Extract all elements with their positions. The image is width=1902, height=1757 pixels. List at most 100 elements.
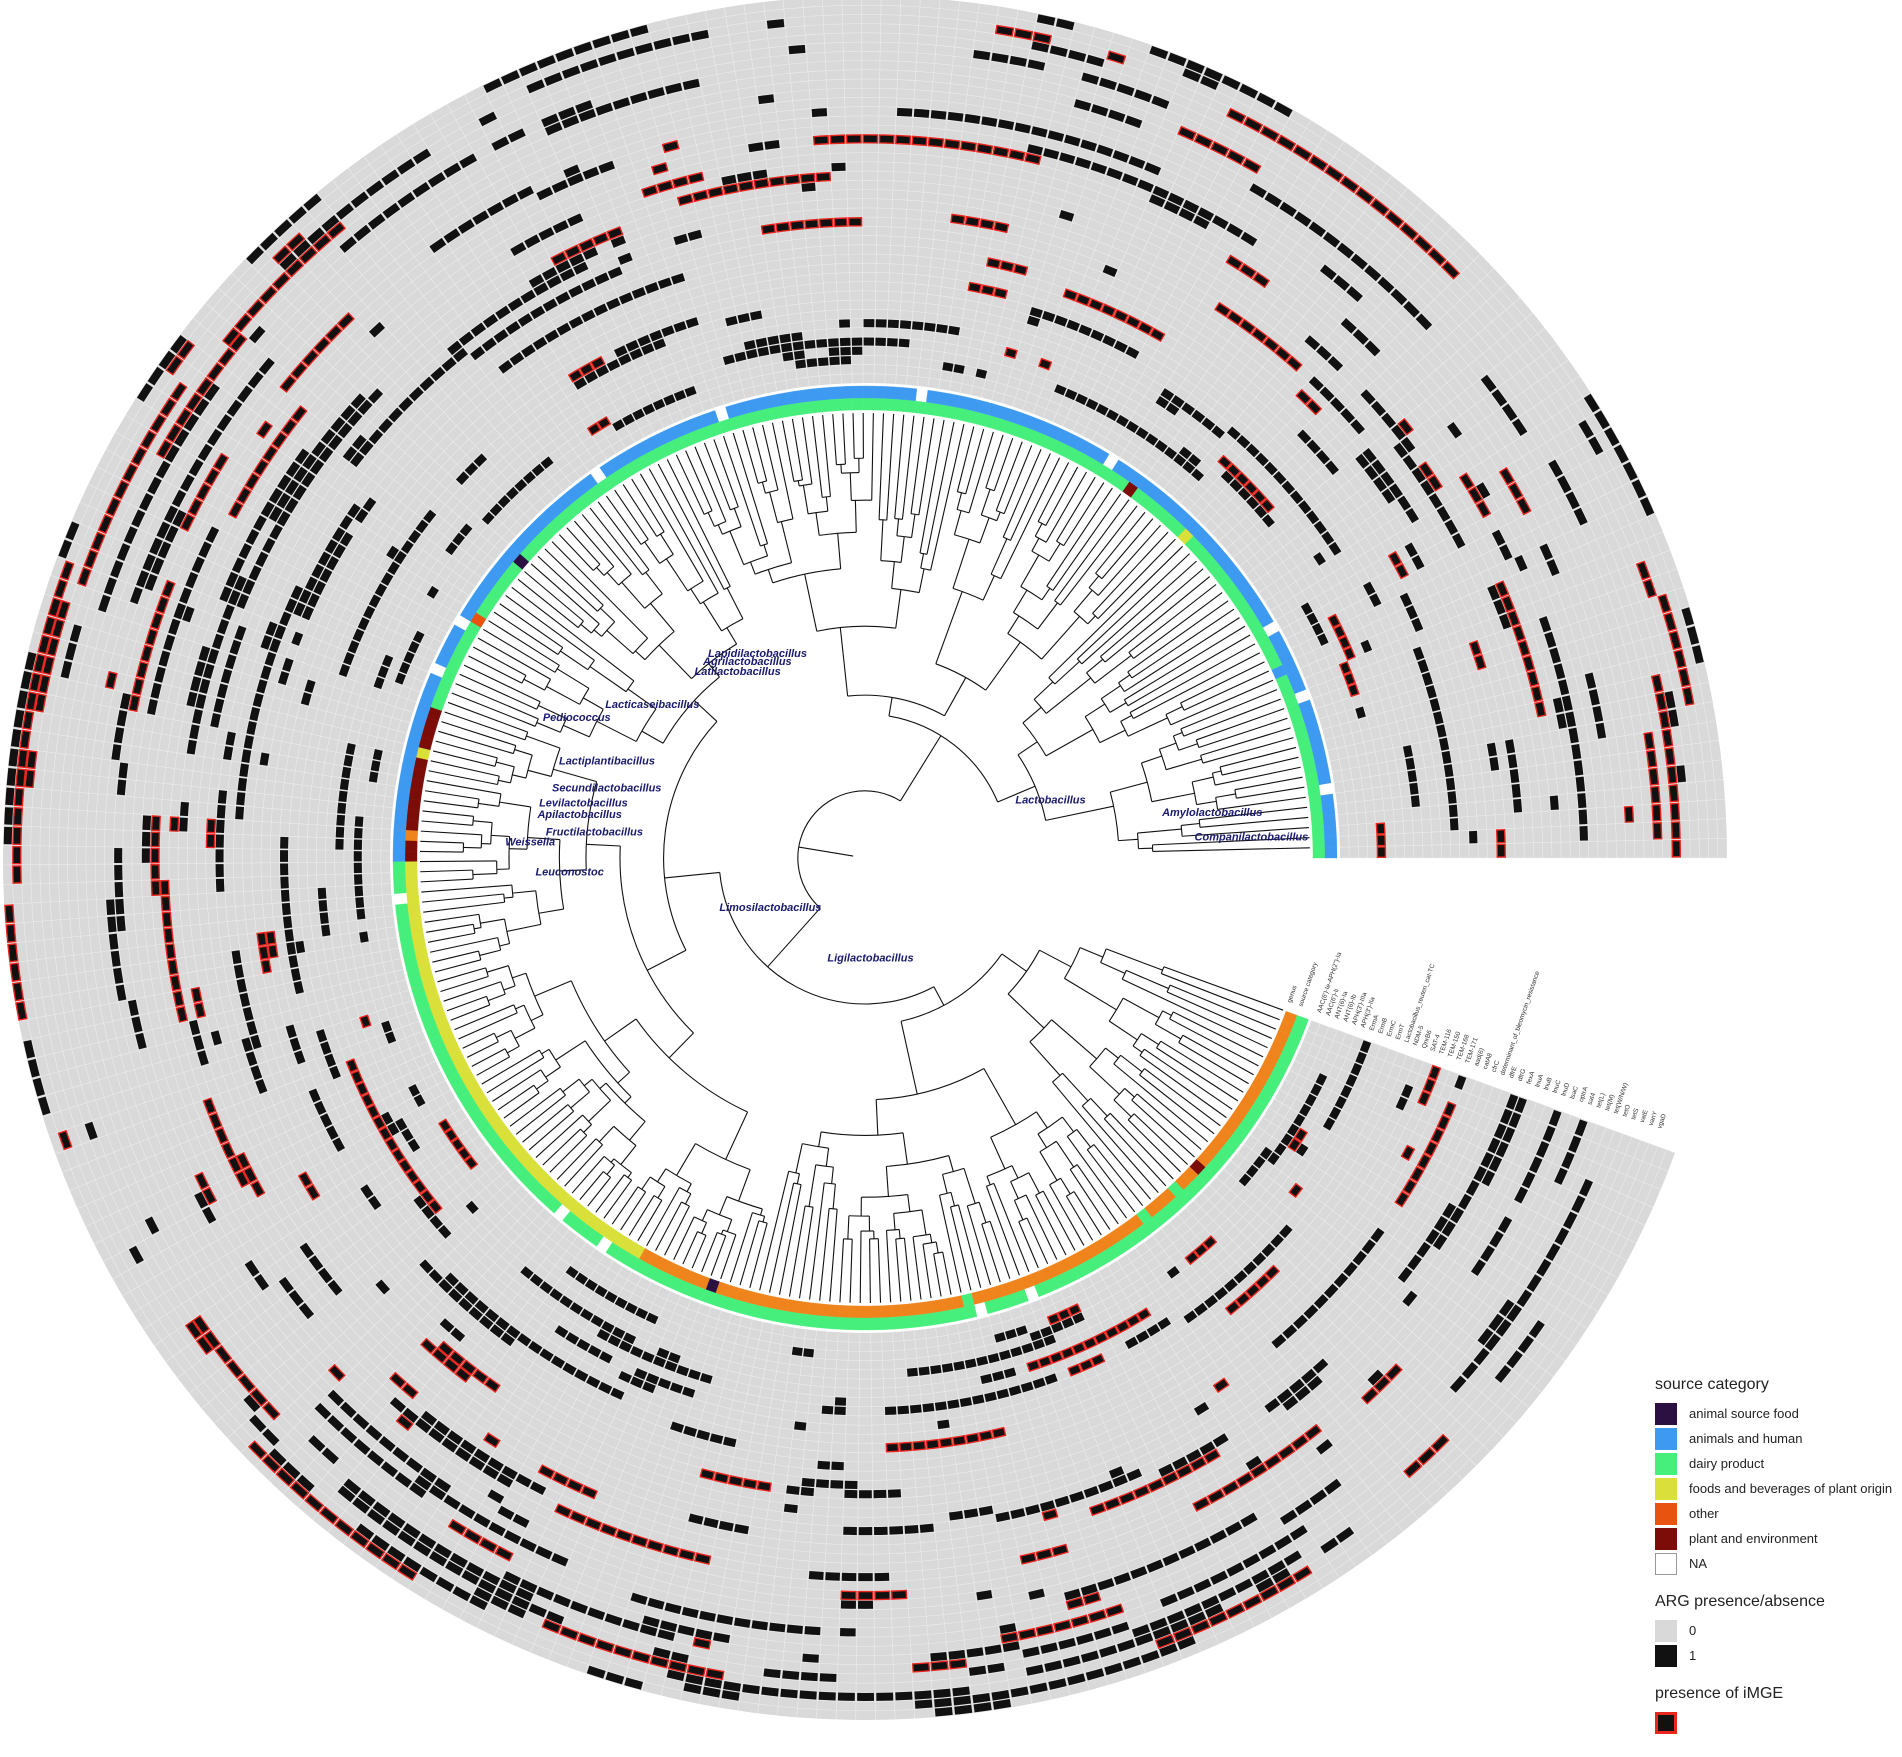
present-cell-imge	[1259, 498, 1276, 514]
tip-branch	[1198, 717, 1288, 749]
present-cell-imge	[845, 134, 862, 144]
present-cell-imge	[164, 943, 177, 960]
present-cell	[258, 357, 275, 375]
present-cell	[973, 50, 991, 61]
present-cell	[207, 428, 223, 447]
internal-branch	[1109, 702, 1127, 713]
heatmap-spoke	[28, 650, 405, 744]
present-cell	[1487, 584, 1500, 601]
present-cell	[262, 1428, 280, 1446]
present-cell	[163, 634, 176, 651]
present-cell	[858, 1527, 873, 1536]
clade-arc	[793, 479, 803, 482]
genus-cell	[900, 1303, 913, 1317]
genus-cell	[873, 397, 885, 411]
present-cell	[337, 422, 353, 439]
present-cell	[582, 247, 599, 260]
tip-branch	[720, 1234, 737, 1280]
present-cell-imge	[1274, 345, 1292, 363]
legend-label: plant and environment	[1689, 1531, 1818, 1546]
present-cell	[1166, 1266, 1180, 1279]
tip-branch	[420, 840, 464, 844]
present-cell	[1008, 1385, 1022, 1396]
present-cell-imge	[1032, 31, 1053, 45]
heatmap-spoke	[244, 258, 524, 529]
source-cell	[862, 385, 875, 399]
present-cell	[247, 371, 264, 389]
heatmap-spoke	[26, 968, 404, 1061]
internal-branch	[907, 1194, 911, 1212]
present-cell	[468, 1456, 486, 1471]
heatmap-spoke	[1327, 662, 1705, 751]
present-cell	[142, 815, 152, 831]
swatch-na	[1655, 1552, 1677, 1575]
heatmap-spoke	[1232, 312, 1533, 558]
present-cell-imge	[1671, 839, 1682, 858]
heatmap-spoke	[1155, 175, 1393, 483]
source-cell	[393, 829, 406, 841]
present-cell-imge	[1017, 1627, 1037, 1641]
present-cell-imge	[784, 174, 801, 186]
present-cell-imge	[161, 579, 176, 599]
ring-label: lnuC	[1552, 1079, 1563, 1094]
present-cell	[190, 676, 202, 692]
tip-branch	[622, 484, 658, 537]
heatmap-spoke	[132, 1108, 462, 1314]
clade-arc	[819, 531, 857, 536]
clade-arc	[922, 1241, 937, 1245]
present-cell	[347, 411, 363, 427]
present-cell	[1212, 1433, 1229, 1448]
present-cell-imge	[279, 374, 297, 394]
present-cell	[981, 116, 998, 127]
clade-arc	[754, 562, 792, 575]
tip-branch	[1069, 1169, 1111, 1230]
present-cell	[32, 1077, 45, 1097]
present-cell	[1404, 542, 1418, 558]
present-cell	[108, 933, 119, 950]
heatmap-spoke	[12, 727, 396, 787]
heatmap-spoke	[1237, 1152, 1542, 1393]
present-cell	[544, 329, 560, 343]
tip-branch	[1086, 1149, 1136, 1213]
present-cell-imge	[1534, 700, 1547, 718]
present-cell	[1340, 408, 1356, 424]
internal-branch	[818, 1131, 822, 1147]
present-cell	[473, 1448, 491, 1463]
internal-branch	[1039, 1151, 1058, 1181]
tip-branch	[995, 441, 1023, 511]
present-cell-imge	[37, 634, 52, 655]
present-cell-imge	[1041, 1508, 1059, 1522]
internal-branch	[832, 1184, 836, 1209]
tip-branch	[819, 1208, 830, 1301]
present-cell	[530, 305, 546, 320]
present-cell	[1029, 306, 1043, 319]
present-cell	[594, 272, 610, 285]
present-cell	[1311, 622, 1324, 636]
present-cell	[895, 1691, 913, 1701]
present-cell	[1502, 1126, 1516, 1143]
heatmap-spoke	[33, 631, 407, 734]
tip-branch	[544, 548, 604, 606]
clade-label: Leuconostoc	[535, 866, 603, 878]
present-cell	[242, 579, 256, 595]
present-cell	[1194, 1537, 1212, 1552]
present-cell	[1497, 1216, 1513, 1234]
heatmap-spoke	[1338, 798, 1726, 826]
present-cell-imge	[249, 1387, 269, 1407]
present-cell-imge	[494, 1545, 514, 1562]
tip-branch	[1127, 634, 1251, 707]
present-cell-imge	[371, 1114, 387, 1131]
present-cell	[532, 336, 548, 351]
present-cell	[506, 1325, 521, 1339]
present-cell	[610, 1387, 625, 1400]
source-cell	[933, 1311, 946, 1325]
present-cell	[1516, 1289, 1533, 1308]
present-cell-imge	[756, 1480, 772, 1492]
present-cell	[1399, 592, 1413, 608]
tip-branch	[981, 1223, 1001, 1283]
present-cell-imge	[671, 175, 690, 189]
clade-arc	[721, 618, 744, 632]
internal-branch	[668, 1032, 694, 1059]
clade-label: Weissella	[505, 836, 555, 848]
present-cell-imge	[1417, 1090, 1432, 1107]
